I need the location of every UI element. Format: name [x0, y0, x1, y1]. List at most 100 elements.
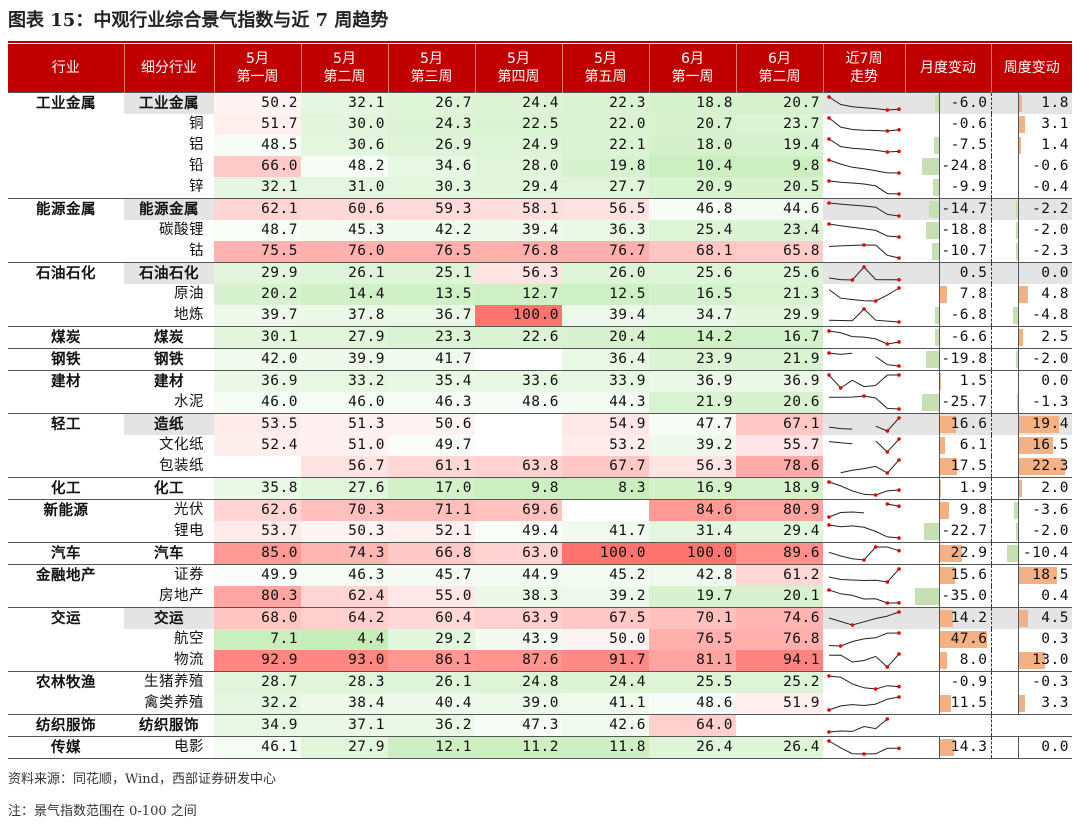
- change-value: 14.3: [950, 739, 988, 755]
- change-bar: [1016, 351, 1019, 368]
- industry-cell: 工业金属: [8, 92, 124, 199]
- change-bar: [922, 158, 940, 175]
- value-cell-week-7: 16.7: [736, 326, 823, 349]
- sub-industry-cell: 铝: [189, 137, 204, 153]
- value-cell-week-5: 22.0: [562, 114, 649, 135]
- change-value: 8.0: [959, 652, 988, 668]
- value-cell-week-1: 49.9: [214, 564, 301, 586]
- trend-sparkline-cell: [823, 499, 905, 521]
- trend-sparkline: [827, 329, 901, 346]
- sparkline-point: [827, 730, 831, 734]
- value-cell-week-5: 53.2: [562, 435, 649, 456]
- value-cell-week-2: 60.6: [301, 198, 388, 220]
- zero-line: [1018, 565, 1020, 586]
- zero-line: [1018, 672, 1020, 693]
- trend-sparkline-cell: [823, 198, 905, 220]
- value-cell-week-6: 42.8: [649, 564, 736, 586]
- change-value: 0.0: [1041, 265, 1069, 281]
- table-row: 石油石化 石油石化 29.9 26.1 25.1 56.3 26.0 25.6 25.6 0.5 0…: [8, 262, 1072, 327]
- trend-sparkline: [828, 567, 901, 584]
- industry-cell: 建材: [8, 370, 124, 414]
- col-header-industry: 行业: [8, 44, 125, 93]
- trend-sparkline: [827, 179, 901, 196]
- trend-sparkline: [828, 416, 901, 433]
- table-row: 文化纸 52.4 51.0 49.7 53.2 39.2 55.7 6.1 16.5: [8, 435, 1072, 456]
- month-change-cell: 22.9: [905, 542, 991, 565]
- value-cell-week-1: 35.8: [214, 477, 301, 500]
- table-row: 工业金属 工业金属 50.2 32.1 26.7 24.4 22.3 18.8 20.7 -6.0…: [8, 92, 1072, 199]
- value-cell-week-1: 32.1: [214, 177, 301, 199]
- sparkline-point: [897, 171, 901, 175]
- trend-sparkline-cell: [823, 521, 905, 543]
- value-cell-week-7: 51.9: [736, 693, 823, 715]
- value-cell-week-3: 45.7: [388, 564, 475, 586]
- value-cell-week-5: 22.1: [562, 135, 649, 156]
- value-cell-week-2: 70.3: [301, 499, 388, 521]
- week-change-cell: -0.6: [990, 156, 1072, 177]
- zero-line: [1018, 220, 1020, 241]
- change-value: -6.0: [950, 95, 988, 111]
- sparkline-point: [897, 320, 901, 324]
- change-bar: [1018, 695, 1026, 712]
- sparkline-point: [873, 687, 878, 691]
- table-row: 禽类养殖 32.2 38.4 40.4 39.0 41.1 48.6 51.9 11.5 3.3: [8, 693, 1072, 715]
- value-cell-week-2: 48.2: [301, 156, 388, 177]
- value-cell-week-7: 29.4: [736, 521, 823, 543]
- sub-industry-cell: 证券: [124, 564, 214, 586]
- industry-cell: 交运: [8, 607, 124, 672]
- zero-line: [1018, 371, 1020, 392]
- month-change-cell: 14.3: [905, 736, 991, 759]
- col-header-week-4: 5月 第四周: [475, 44, 563, 93]
- change-value: -18.8: [941, 222, 988, 238]
- trend-sparkline: [827, 523, 901, 540]
- value-cell-week-7: 23.7: [736, 114, 823, 135]
- zero-line: [1018, 156, 1020, 177]
- value-cell-week-2: 26.1: [301, 262, 388, 284]
- change-bar: [939, 286, 948, 303]
- value-cell-week-1: 75.5: [214, 241, 301, 263]
- value-cell-week-4: 33.6: [475, 370, 562, 392]
- sub-industry-cell: 锂电: [174, 523, 204, 539]
- change-bar: [939, 502, 950, 519]
- sub-industry-cell: 煤炭: [124, 326, 214, 349]
- range-note: 注：景气指数范围在 0-100 之间: [8, 804, 197, 819]
- change-bar: [939, 739, 954, 756]
- value-cell-week-4: 22.6: [475, 326, 562, 349]
- change-bar: [925, 351, 940, 368]
- table-row: 地炼 39.7 37.8 36.7 100.0 39.4 34.7 29.9 -6.8 -4.8: [8, 305, 1072, 327]
- trend-sparkline-cell: [823, 284, 905, 305]
- change-bar: [923, 523, 940, 540]
- value-cell-week-5: 67.5: [562, 607, 649, 629]
- value-cell-week-4: 44.9: [475, 564, 562, 586]
- value-cell-week-6: 16.9: [649, 477, 736, 500]
- table-row: 新能源 光伏 62.6 70.3 71.1 69.6 84.6 80.9 9.8 -3.6: [8, 499, 1072, 543]
- industry-cell: 煤炭: [8, 326, 124, 349]
- change-value: -2.0: [1032, 222, 1069, 238]
- value-cell-week-3: 29.2: [388, 629, 475, 650]
- sparkline-line: [887, 503, 900, 507]
- change-value: 0.0: [1041, 373, 1069, 389]
- col-header-trend: 近7周 走势: [823, 44, 906, 93]
- value-cell-week-4: 47.3: [475, 714, 562, 737]
- value-cell-week-6: 20.7: [649, 114, 736, 135]
- change-bar: [1018, 137, 1022, 154]
- industry-cell: 纺织服饰: [8, 714, 124, 737]
- value-cell-week-1: 62.6: [214, 499, 301, 521]
- value-cell-week-3: 26.1: [388, 671, 475, 693]
- week-change-cell: -1.3: [990, 392, 1072, 414]
- zero-line: [939, 565, 941, 586]
- change-bar: [926, 222, 940, 239]
- week-change-cell: 0.4: [990, 586, 1072, 608]
- change-value: -0.4: [1032, 179, 1069, 195]
- sparkline-point: [897, 567, 901, 571]
- zero-line: [939, 672, 941, 693]
- trend-sparkline: [827, 588, 901, 605]
- col-header-week-1: 5月 第一周: [214, 44, 302, 93]
- change-value: 19.4: [1032, 416, 1069, 432]
- trend-sparkline: [827, 739, 901, 756]
- sub-industry-cell: 水泥: [174, 394, 204, 410]
- value-cell-week-6: 100.0: [649, 542, 736, 565]
- change-value: -6.6: [950, 329, 988, 345]
- col-header-sub: 细分行业: [124, 44, 215, 93]
- trend-sparkline: [827, 717, 890, 734]
